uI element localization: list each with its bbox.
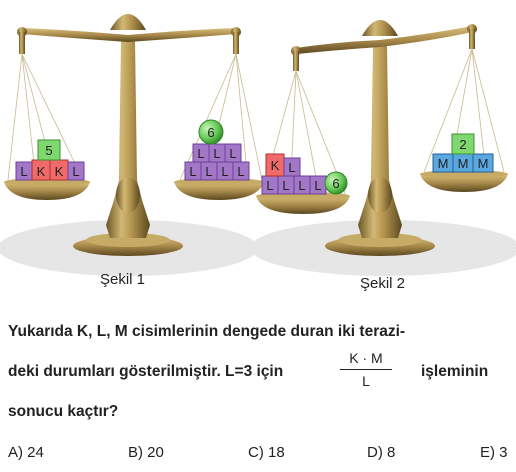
svg-text:L: L (298, 178, 305, 193)
scale-1-crown (110, 14, 146, 30)
svg-text:L: L (197, 146, 204, 161)
figure-caption-1: Şekil 1 (100, 271, 146, 288)
svg-text:M: M (478, 156, 489, 171)
choice-a[interactable]: A) 24 (8, 444, 44, 461)
svg-text:L: L (266, 178, 273, 193)
number-ball: 6 (198, 119, 224, 145)
scale-2-right-pan (420, 174, 508, 192)
figure-caption-2: Şekil 2 (360, 275, 406, 292)
svg-text:K: K (55, 164, 64, 179)
block-L: L (67, 161, 85, 181)
scale-1-right-pan (174, 182, 264, 200)
svg-text:M: M (438, 156, 449, 171)
svg-text:6: 6 (332, 176, 339, 191)
scale-2-crown (362, 20, 398, 36)
scale-2-left-pan (256, 196, 350, 214)
svg-text:L: L (213, 146, 220, 161)
svg-text:K: K (271, 158, 280, 173)
block-L: L (293, 175, 311, 195)
scale-1 (4, 14, 264, 256)
block-L: L (232, 161, 250, 181)
block-L: L (216, 161, 234, 181)
block-L: L (192, 143, 210, 163)
choice-e[interactable]: E) 3 (480, 444, 508, 461)
scale-1-left-pan (4, 182, 90, 200)
number-block: 2 (451, 133, 475, 155)
scale-1-left-blocks: L K K L 5 (15, 139, 85, 181)
question-line-3: sonucu kaçtır? (8, 403, 119, 420)
svg-text:L: L (72, 164, 79, 179)
svg-text:L: L (288, 160, 295, 175)
scale-2 (256, 20, 508, 256)
svg-text:2: 2 (459, 137, 466, 152)
choice-b[interactable]: B) 20 (128, 444, 164, 461)
svg-text:L: L (189, 164, 196, 179)
svg-text:6: 6 (207, 125, 214, 140)
svg-text:L: L (314, 178, 321, 193)
block-L: L (283, 157, 301, 177)
block-L: L (309, 175, 327, 195)
block-K: K (265, 153, 285, 177)
fraction-denominator: L (362, 373, 370, 389)
block-L: L (224, 143, 242, 163)
scale-1-beam (22, 28, 236, 42)
number-block: 5 (37, 139, 61, 161)
block-M: M (452, 153, 474, 173)
choice-c[interactable]: C) 18 (248, 444, 285, 461)
svg-text:K: K (37, 164, 46, 179)
svg-text:L: L (205, 164, 212, 179)
question-line-2-end: işleminin (421, 363, 489, 380)
block-L: L (15, 161, 33, 181)
block-L: L (208, 143, 226, 163)
block-M: M (472, 153, 494, 173)
choice-d[interactable]: D) 8 (367, 444, 396, 461)
question-line-2-start: deki durumları gösterilmiştir. L=3 için (8, 363, 284, 380)
block-L: L (184, 161, 202, 181)
svg-text:L: L (229, 146, 236, 161)
block-K: K (49, 159, 69, 181)
svg-text:L: L (221, 164, 228, 179)
scale-2-left-blocks: L L L L 6 K L (261, 153, 348, 195)
number-ball: 6 (324, 171, 348, 195)
block-K: K (31, 159, 51, 181)
scale-2-beam (296, 26, 473, 54)
block-L: L (277, 175, 295, 195)
svg-text:L: L (237, 164, 244, 179)
svg-text:L: L (282, 178, 289, 193)
block-L: L (261, 175, 279, 195)
svg-text:L: L (20, 164, 27, 179)
scale-2-right-blocks: M M M 2 (432, 133, 494, 173)
svg-text:M: M (458, 156, 469, 171)
block-L: L (200, 161, 218, 181)
balance-figure: L K K L 5 L L L (0, 14, 516, 276)
scale-1-right-blocks: L L L L L L L 6 (184, 119, 250, 181)
block-M: M (432, 153, 454, 173)
fraction-numerator: K · M (349, 350, 383, 366)
fraction-bar (340, 369, 392, 371)
svg-text:5: 5 (45, 143, 52, 158)
question-line-1: Yukarıda K, L, M cisimlerinin dengede du… (8, 323, 406, 340)
